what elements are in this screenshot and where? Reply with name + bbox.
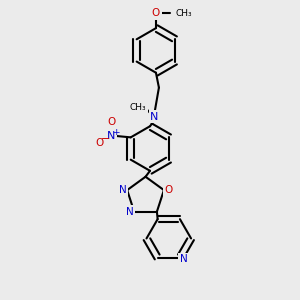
Text: O: O xyxy=(164,185,172,195)
Text: −: − xyxy=(100,134,110,144)
Text: O: O xyxy=(96,138,104,148)
Text: O: O xyxy=(152,8,160,18)
Text: N: N xyxy=(107,131,115,141)
Text: CH₃: CH₃ xyxy=(130,103,146,112)
Text: N: N xyxy=(180,254,188,264)
Text: N: N xyxy=(150,112,159,122)
Text: CH₃: CH₃ xyxy=(176,9,192,18)
Text: N: N xyxy=(126,207,134,217)
Text: O: O xyxy=(107,117,115,127)
Text: N: N xyxy=(119,185,127,195)
Text: +: + xyxy=(112,128,119,136)
